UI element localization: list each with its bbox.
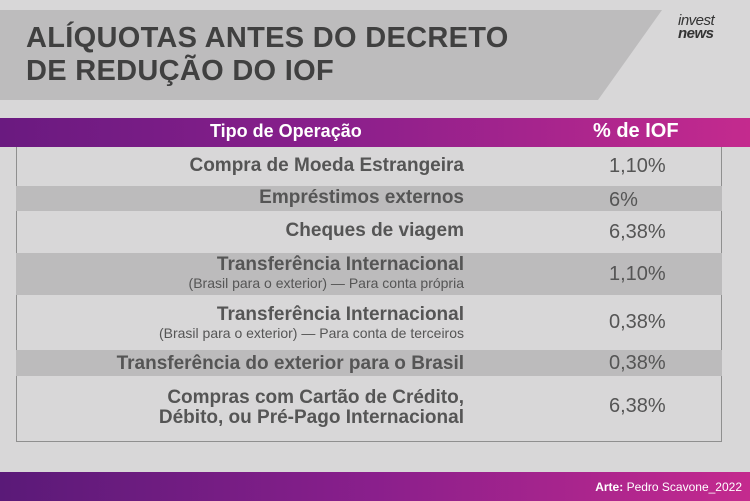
operation-title: Transferência Internacional: [216, 254, 464, 275]
iof-cell: 1,10%: [609, 263, 666, 285]
page-title: ALÍQUOTAS ANTES DO DECRETO DE REDUÇÃO DO…: [26, 22, 509, 88]
investnews-logo: invest news: [678, 12, 740, 46]
table-row: Empréstimos externos 6%: [16, 186, 722, 211]
title-line-1: ALÍQUOTAS ANTES DO DECRETO: [26, 22, 509, 54]
table-row: Cheques de viagem 6,38%: [16, 213, 722, 251]
iof-cell: 0,38%: [609, 352, 666, 374]
operation-detail: (Brasil para o exterior) — Para conta pr…: [188, 275, 464, 291]
table-row: Transferência Internacional (Brasil para…: [16, 253, 722, 295]
operation-cell: Compra de Moeda Estrangeira: [189, 155, 464, 176]
title-line-2: DE REDUÇÃO DO IOF: [26, 55, 334, 87]
header-iof-percent: % de IOF: [593, 120, 679, 142]
operation-title-line-2: Débito, ou Pré-Pago Internacional: [158, 407, 464, 428]
iof-cell: 1,10%: [609, 155, 666, 177]
footer-bar: Arte: Pedro Scavone_2022: [0, 472, 750, 501]
logo-word-invest: invest: [678, 12, 715, 29]
table-row: Transferência do exterior para o Brasil …: [16, 350, 722, 376]
operation-title: Transferência Internacional: [216, 304, 464, 325]
operation-detail: (Brasil para o exterior) — Para conta de…: [158, 325, 464, 341]
table-row: Compra de Moeda Estrangeira 1,10%: [16, 150, 722, 183]
operation-cell: Transferência Internacional (Brasil para…: [188, 254, 464, 292]
iof-cell: 6,38%: [609, 221, 666, 243]
iof-cell: 6%: [609, 189, 638, 211]
credit-text: Arte: Pedro Scavone_2022: [595, 480, 742, 494]
table-row: Transferência Internacional (Brasil para…: [16, 297, 722, 347]
logo-word-news: news: [678, 25, 714, 42]
table-row: Compras com Cartão de Crédito, Débito, o…: [16, 378, 722, 440]
credit-name: Pedro Scavone_2022: [623, 480, 742, 494]
table-header: Tipo de Operação % de IOF: [0, 118, 750, 147]
operation-title: Compras com Cartão de Crédito,: [167, 387, 464, 408]
credit-label: Arte:: [595, 480, 624, 494]
operation-cell: Cheques de viagem: [285, 220, 464, 241]
iof-cell: 6,38%: [609, 395, 666, 417]
iof-cell: 0,38%: [609, 311, 666, 333]
operation-cell: Empréstimos externos: [259, 187, 464, 208]
title-band: [0, 10, 662, 100]
operation-cell: Compras com Cartão de Crédito, Débito, o…: [159, 388, 464, 428]
operation-cell: Transferência do exterior para o Brasil: [116, 353, 464, 374]
operation-cell: Transferência Internacional (Brasil para…: [158, 304, 464, 342]
header-operation-type: Tipo de Operação: [210, 121, 362, 141]
